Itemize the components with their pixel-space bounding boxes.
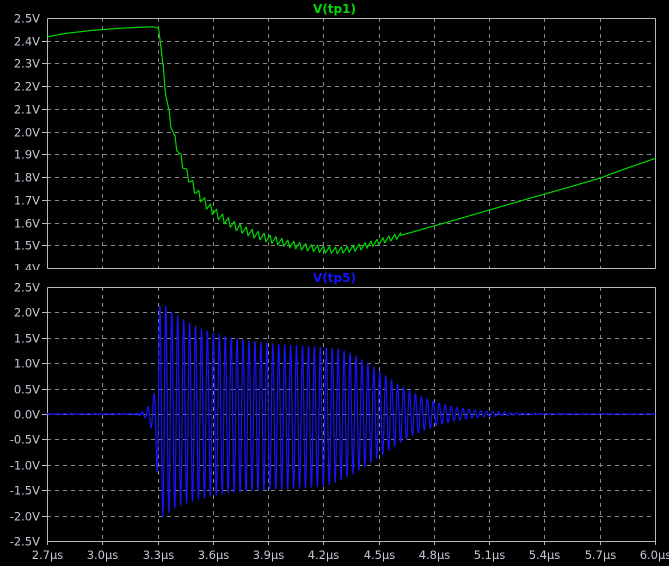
x-axis-label: 6.0µs <box>640 548 669 562</box>
chart-svg-vtp5[interactable]: 2.5V 2.0V 1.5V 1.0V 0.5V 0.0V -0.5V -1.0V -1.5V -… <box>0 270 669 566</box>
y-axis-label: 0.5V <box>14 383 40 397</box>
y-axis-label: 0.0V <box>14 408 40 422</box>
trace-vtp1 <box>46 26 656 255</box>
x-axis-label: 4.8µs <box>419 548 451 562</box>
y-axis-label: 2.2V <box>14 80 40 94</box>
trace-vtp5 <box>46 305 656 518</box>
x-axis-label: 5.1µs <box>474 548 506 562</box>
x-axis-label: 4.5µs <box>364 548 396 562</box>
y-axis-label: 1.0V <box>14 357 40 371</box>
y-axis-label: -2.5V <box>10 535 40 549</box>
y-axis-label: 2.4V <box>14 35 40 49</box>
x-axis-label: 4.2µs <box>308 548 340 562</box>
chart-svg-vtp1[interactable]: 2.5V 2.4V 2.3V 2.2V 2.1V 2.0V 1.9V 1.8V 1.7V 1.6V… <box>0 0 669 270</box>
y-axis-label: 2.3V <box>14 57 40 71</box>
plot-canvas-vtp5[interactable]: 2.5V 2.0V 1.5V 1.0V 0.5V 0.0V -0.5V -1.0V -1.5V -… <box>0 270 669 566</box>
y-axis-label: 2.5V <box>14 281 40 295</box>
y-axis-label: 1.9V <box>14 148 40 162</box>
y-axis-label: 1.6V <box>14 217 40 231</box>
x-axis-label: 3.3µs <box>143 548 175 562</box>
y-axis-label: -2.0V <box>10 510 40 524</box>
y-axis-label: 2.0V <box>14 306 40 320</box>
y-axis-label: 1.7V <box>14 194 40 208</box>
y-axis-label: 1.8V <box>14 171 40 185</box>
x-axis-label: 3.9µs <box>253 548 285 562</box>
y-axis-label: 1.4V <box>14 262 40 271</box>
x-axis-label: 5.4µs <box>529 548 561 562</box>
plot-title-vtp5: V(tp5) <box>313 271 356 285</box>
x-axis-label: 5.7µs <box>585 548 617 562</box>
y-axis-label: -0.5V <box>10 433 40 447</box>
x-axis-label: 3.6µs <box>198 548 230 562</box>
y-axis-label: 2.5V <box>14 12 40 26</box>
y-axis-label: 1.5V <box>14 239 40 253</box>
x-axis-label: 3.0µs <box>87 548 119 562</box>
y-axis-label: 1.5V <box>14 332 40 346</box>
plot-pane-vtp1[interactable]: V(tp1) 2.5V 2.4V 2.3V 2.2V 2.1V 2.0V 1.9V 1.8V 1… <box>0 0 669 270</box>
y-axis-label: -1.0V <box>10 459 40 473</box>
plot-canvas-vtp1[interactable]: 2.5V 2.4V 2.3V 2.2V 2.1V 2.0V 1.9V 1.8V 1.7V 1.6V… <box>0 0 669 270</box>
plot-pane-vtp5[interactable]: V(tp5) 2.5V 2.0V 1.5V 1.0V 0.5V 0.0V -0.5V -1.0… <box>0 270 669 566</box>
plot-title-vtp1: V(tp1) <box>313 2 356 16</box>
y-axis-label: 2.1V <box>14 103 40 117</box>
x-axis-label: 2.7µs <box>32 548 64 562</box>
y-axis-label: 2.0V <box>14 126 40 140</box>
y-axis-label: -1.5V <box>10 484 40 498</box>
